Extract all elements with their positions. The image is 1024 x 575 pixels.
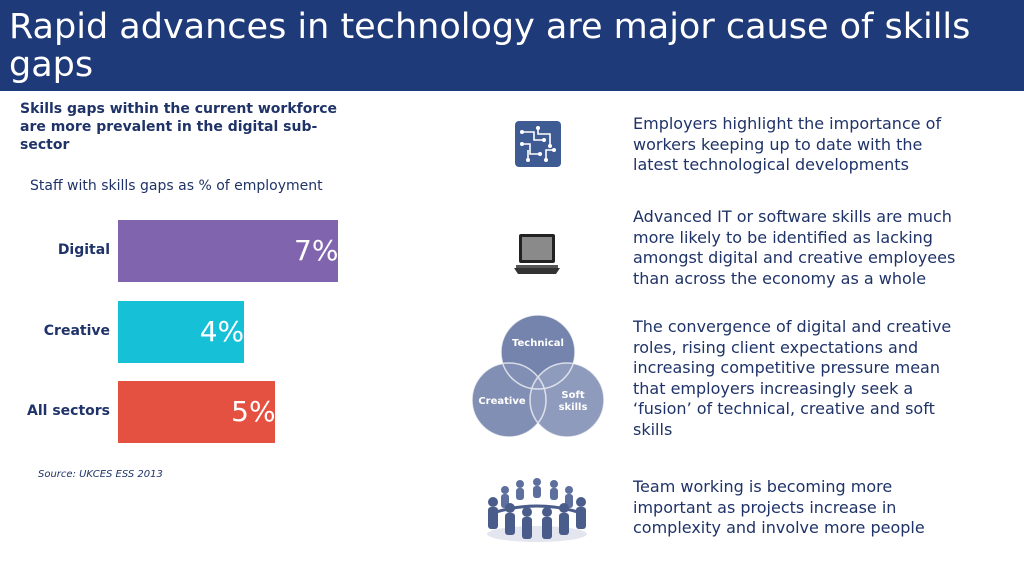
venn-label-technical: Technical (512, 338, 564, 349)
point-technology: Employers highlight the importance of wo… (633, 114, 942, 174)
team-circle-icon (480, 472, 595, 544)
venn-label-soft-skills: Soft skills (559, 390, 588, 413)
bar-category-label: Digital (57, 242, 110, 258)
bar-category-label: All sectors (27, 403, 110, 419)
point-fusion-skills: The convergence of digital and creative … (633, 317, 952, 439)
point-team-working: Team working is becoming more important … (633, 477, 925, 537)
chart-caption: Staff with skills gaps as % of employmen… (30, 178, 323, 194)
source-note: Source: UKCES ESS 2013 (38, 469, 163, 480)
point-it-skills: Advanced IT or software skills are much … (633, 207, 956, 288)
title-bar: Rapid advances in technology are major c… (0, 0, 1024, 91)
bar-value-label: 7% (294, 234, 339, 267)
chart-subtitle: Skills gaps within the current workforce… (20, 101, 338, 153)
venn-icon: Technical Creative Soft skills (470, 312, 606, 438)
bar-value-label: 5% (231, 395, 276, 428)
slide-title: Rapid advances in technology are major c… (9, 7, 971, 85)
bar-all-sectors (118, 381, 276, 443)
bar-creative (118, 300, 244, 363)
circuit-icon (514, 120, 562, 168)
bar-category-label: Creative (43, 322, 110, 339)
bar-value-label: 4% (199, 314, 245, 348)
bar-digital (118, 220, 338, 282)
venn-label-creative: Creative (478, 396, 526, 407)
laptop-icon (512, 232, 562, 276)
